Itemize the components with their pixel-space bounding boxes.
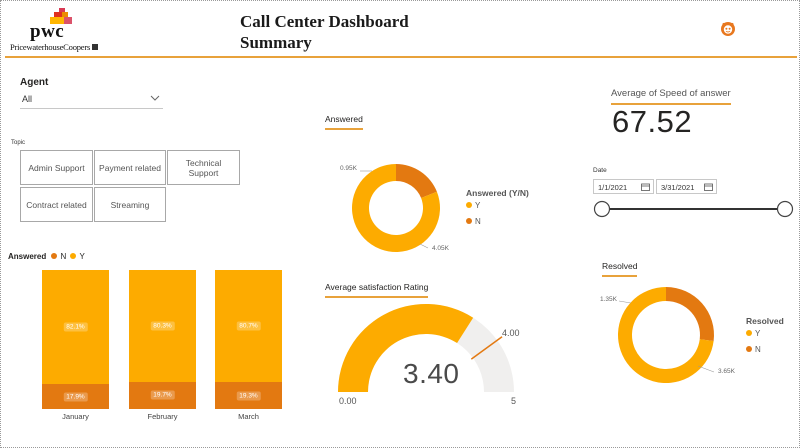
bar-label-n: 17.9% — [63, 392, 88, 402]
agent-dropdown[interactable]: All — [20, 91, 163, 109]
calendar-icon[interactable] — [641, 183, 650, 191]
answered-card-title: Answered — [325, 114, 363, 130]
resolved-slice-n[interactable] — [666, 287, 714, 342]
n-dot-icon — [466, 218, 472, 224]
bar-label-y: 80.7% — [236, 321, 261, 331]
month-tick-label: March — [238, 412, 259, 421]
answered-slice-n[interactable] — [396, 164, 437, 199]
satisfaction-gauge — [338, 304, 514, 392]
gauge-target-label: 4.00 — [502, 328, 520, 338]
bar-segment-n[interactable] — [129, 381, 196, 409]
answered-slice-y[interactable] — [352, 164, 440, 252]
y-dot-icon — [70, 253, 77, 259]
resolved-card-title: Resolved — [602, 261, 638, 277]
topic-tile-payment-related[interactable]: Payment related — [94, 150, 166, 185]
resolved-legend-n[interactable]: N — [746, 345, 761, 354]
page-title: Call Center Dashboard Summary — [240, 12, 409, 52]
topic-label: Topic — [11, 140, 26, 146]
date-end-field[interactable]: 3/31/2021 — [656, 179, 717, 194]
logo-text: pwc — [30, 21, 65, 42]
resolved-n-label: 1.35K — [600, 296, 617, 303]
topic-tile-admin-support[interactable]: Admin Support — [20, 150, 93, 185]
agent-label: Agent — [20, 77, 49, 88]
calendar-icon[interactable] — [704, 183, 713, 191]
resolved-legend-y[interactable]: Y — [746, 329, 760, 338]
answered-legend-title: Answered (Y/N) — [466, 188, 529, 198]
gauge-fill — [338, 304, 474, 392]
gauge-card-title: Average satisfaction Rating — [325, 282, 429, 298]
bar-segment-n[interactable] — [42, 384, 109, 409]
month-tick-label: February — [147, 412, 178, 421]
date-label: Date — [593, 167, 607, 174]
y-dot-icon — [746, 330, 752, 336]
gauge-value: 3.40 — [403, 358, 460, 389]
bar-segment-y[interactable] — [129, 270, 196, 382]
topic-tile-streaming[interactable]: Streaming — [94, 187, 166, 222]
slider-end-handle[interactable] — [776, 200, 794, 218]
slider-start-handle[interactable] — [593, 200, 611, 218]
month-tick-label: January — [62, 412, 89, 421]
n-dot-icon — [51, 253, 58, 259]
bar-label-y: 80.3% — [150, 321, 175, 331]
date-start-field[interactable]: 1/1/2021 — [593, 179, 654, 194]
n-dot-icon — [746, 346, 752, 352]
header-divider — [5, 56, 797, 58]
answered-legend-n[interactable]: N — [466, 217, 481, 226]
y-dot-icon — [466, 202, 472, 208]
chevron-down-icon — [150, 95, 160, 101]
agent-dropdown-value: All — [22, 94, 33, 104]
topic-tile-technical-support[interactable]: Technical Support — [167, 150, 240, 185]
resolved-slice-y[interactable] — [618, 287, 714, 383]
resolved-y-label: 3.65K — [718, 368, 735, 375]
bot-face-icon[interactable] — [720, 21, 736, 37]
gauge-min-label: 0.00 — [339, 396, 357, 406]
topic-tile-contract-related[interactable]: Contract related — [20, 187, 93, 222]
gauge-max-label: 5 — [511, 396, 517, 406]
answered-donut-chart — [352, 164, 440, 252]
bar-chart-legend: Answered N Y — [8, 252, 85, 261]
pwc-logo-icon — [50, 8, 72, 24]
speed-kpi-value: 67.52 — [612, 104, 693, 139]
answered-y-label: 4.05K — [432, 245, 449, 252]
resolved-legend-title: Resolved — [746, 316, 784, 326]
bar-label-y: 82.1% — [63, 322, 88, 332]
bar-segment-y[interactable] — [215, 270, 282, 383]
gauge-target-marker — [470, 336, 503, 360]
date-range-slider[interactable] — [590, 198, 796, 220]
answered-n-label: 0.95K — [340, 165, 357, 172]
logo-subtext: PricewaterhouseCoopers — [10, 42, 99, 52]
bar-label-n: 19.3% — [236, 391, 261, 401]
bar-segment-y[interactable] — [42, 270, 109, 385]
bar-segment-n[interactable] — [215, 382, 282, 409]
bar-label-n: 19.7% — [150, 390, 175, 400]
answered-legend-y[interactable]: Y — [466, 201, 480, 210]
speed-card-title: Average of Speed of answer — [611, 88, 731, 105]
resolved-donut-chart — [618, 287, 715, 383]
